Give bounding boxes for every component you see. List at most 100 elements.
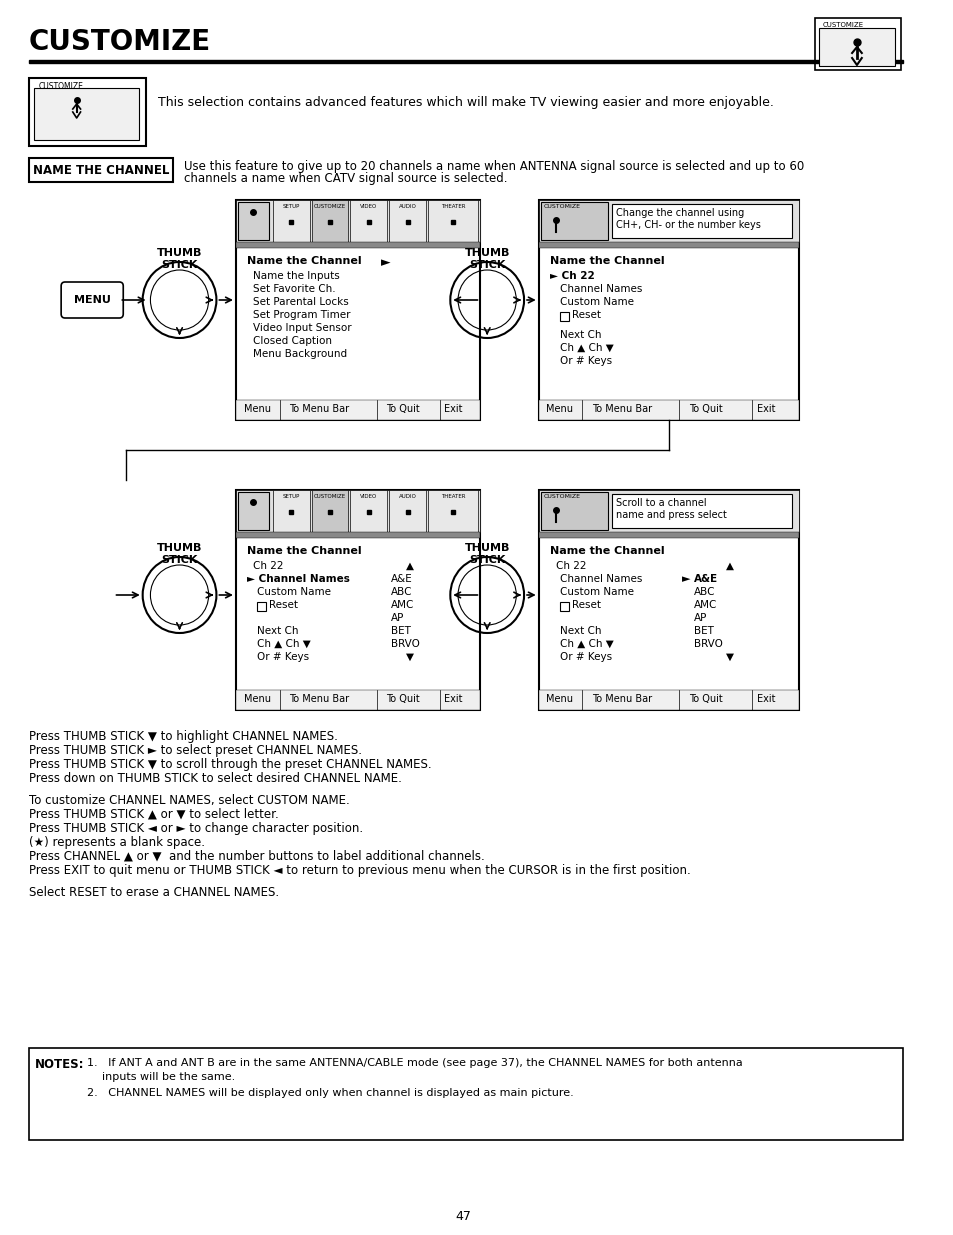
Bar <box>612 204 791 238</box>
Bar <box>538 490 798 532</box>
Text: BRVO: BRVO <box>693 638 722 650</box>
Bar <box>237 492 269 530</box>
Bar <box>538 400 798 420</box>
Text: Name the Channel: Name the Channel <box>550 256 664 266</box>
Text: ▼: ▼ <box>725 652 733 662</box>
Text: Exit: Exit <box>756 694 775 704</box>
Bar <box>559 601 568 611</box>
Bar <box>30 158 172 182</box>
Text: CUSTOMIZE: CUSTOMIZE <box>314 494 346 499</box>
Text: To Menu Bar: To Menu Bar <box>289 404 349 414</box>
Text: MENU: MENU <box>73 295 111 305</box>
Text: THUMB: THUMB <box>156 248 202 258</box>
Text: BET: BET <box>693 626 713 636</box>
Bar <box>538 532 798 538</box>
Text: Next Ch: Next Ch <box>559 330 600 340</box>
Text: BET: BET <box>391 626 411 636</box>
Text: Next Ch: Next Ch <box>257 626 298 636</box>
Text: Next Ch: Next Ch <box>559 626 600 636</box>
Bar <box>273 200 310 242</box>
Text: CUSTOMIZE: CUSTOMIZE <box>39 82 84 91</box>
Bar <box>312 200 348 242</box>
Text: ▼: ▼ <box>405 652 414 662</box>
Text: 47: 47 <box>455 1210 471 1223</box>
Bar <box>235 490 480 710</box>
Text: THEATER: THEATER <box>440 494 465 499</box>
Text: Exit: Exit <box>444 694 462 704</box>
Bar <box>538 200 798 242</box>
Text: Press THUMB STICK ▲ or ▼ to select letter.: Press THUMB STICK ▲ or ▼ to select lette… <box>30 808 278 821</box>
Text: To Menu Bar: To Menu Bar <box>592 404 652 414</box>
Text: To Quit: To Quit <box>386 404 419 414</box>
Text: Press down on THUMB STICK to select desired CHANNEL NAME.: Press down on THUMB STICK to select desi… <box>30 772 401 785</box>
Bar <box>30 78 146 146</box>
Text: VIDEO: VIDEO <box>360 494 377 499</box>
Text: Or # Keys: Or # Keys <box>559 356 612 366</box>
Text: Custom Name: Custom Name <box>559 587 634 597</box>
Bar <box>273 490 310 532</box>
Text: Ch ▲ Ch ▼: Ch ▲ Ch ▼ <box>559 343 613 353</box>
Text: A&E: A&E <box>693 574 718 584</box>
Text: STICK: STICK <box>469 261 505 270</box>
Text: SETUP: SETUP <box>282 204 299 209</box>
Text: To Quit: To Quit <box>688 694 722 704</box>
Text: Custom Name: Custom Name <box>257 587 331 597</box>
Text: Change the channel using: Change the channel using <box>616 207 743 219</box>
Text: THUMB: THUMB <box>464 248 509 258</box>
Text: Reset: Reset <box>571 310 600 320</box>
Text: Name the Channel: Name the Channel <box>247 256 362 266</box>
Text: Press CHANNEL ▲ or ▼  and the number buttons to label additional channels.: Press CHANNEL ▲ or ▼ and the number butt… <box>30 850 484 863</box>
Text: Channel Names: Channel Names <box>559 284 641 294</box>
Text: ►: ► <box>381 256 391 269</box>
Text: THUMB: THUMB <box>156 543 202 553</box>
Text: Menu: Menu <box>546 404 573 414</box>
Bar <box>235 490 480 532</box>
Text: STICK: STICK <box>161 555 197 564</box>
Text: Menu: Menu <box>243 404 271 414</box>
Text: inputs will be the same.: inputs will be the same. <box>102 1072 234 1082</box>
Text: AP: AP <box>391 613 404 622</box>
Text: Select RESET to erase a CHANNEL NAMES.: Select RESET to erase a CHANNEL NAMES. <box>30 885 279 899</box>
Text: Press EXIT to quit menu or THUMB STICK ◄ to return to previous menu when the CUR: Press EXIT to quit menu or THUMB STICK ◄… <box>30 864 690 877</box>
Bar <box>30 1049 902 1140</box>
Text: To Menu Bar: To Menu Bar <box>289 694 349 704</box>
Bar <box>540 492 608 530</box>
Text: Exit: Exit <box>756 404 775 414</box>
Text: ►: ► <box>681 574 690 584</box>
Text: ABC: ABC <box>693 587 715 597</box>
Bar <box>389 200 426 242</box>
Bar <box>235 200 480 420</box>
Text: Name the Channel: Name the Channel <box>247 546 362 556</box>
Bar <box>428 200 478 242</box>
Text: Press THUMB STICK ► to select preset CHANNEL NAMES.: Press THUMB STICK ► to select preset CHA… <box>30 743 362 757</box>
Bar <box>257 601 266 611</box>
Text: STICK: STICK <box>469 555 505 564</box>
Bar <box>350 490 387 532</box>
Text: CUSTOMIZE: CUSTOMIZE <box>822 22 863 28</box>
Text: Custom Name: Custom Name <box>559 296 634 308</box>
Text: SETUP: SETUP <box>282 494 299 499</box>
Text: ABC: ABC <box>391 587 413 597</box>
Text: Channel Names: Channel Names <box>559 574 641 584</box>
Text: ► Channel Names: ► Channel Names <box>247 574 350 584</box>
Text: To Menu Bar: To Menu Bar <box>592 694 652 704</box>
Text: CH+, CH- or the number keys: CH+, CH- or the number keys <box>616 220 760 230</box>
Text: CUSTOMIZE: CUSTOMIZE <box>543 204 579 209</box>
Text: 2.   CHANNEL NAMES will be displayed only when channel is displayed as main pict: 2. CHANNEL NAMES will be displayed only … <box>88 1088 574 1098</box>
Text: AP: AP <box>693 613 706 622</box>
Bar <box>235 532 480 538</box>
Text: AUDIO: AUDIO <box>398 204 416 209</box>
Bar <box>538 242 798 248</box>
Text: NOTES:: NOTES: <box>35 1058 85 1071</box>
Text: To customize CHANNEL NAMES, select CUSTOM NAME.: To customize CHANNEL NAMES, select CUSTO… <box>30 794 350 806</box>
Bar <box>34 88 138 140</box>
Text: (★) represents a blank space.: (★) represents a blank space. <box>30 836 205 848</box>
Text: Menu Background: Menu Background <box>253 350 347 359</box>
Text: Press THUMB STICK ▼ to scroll through the preset CHANNEL NAMES.: Press THUMB STICK ▼ to scroll through th… <box>30 758 432 771</box>
Text: Reset: Reset <box>571 600 600 610</box>
Bar <box>235 400 480 420</box>
Bar <box>538 200 798 420</box>
Text: Press THUMB STICK ▼ to highlight CHANNEL NAMES.: Press THUMB STICK ▼ to highlight CHANNEL… <box>30 730 337 743</box>
Text: STICK: STICK <box>161 261 197 270</box>
Text: Closed Caption: Closed Caption <box>253 336 332 346</box>
